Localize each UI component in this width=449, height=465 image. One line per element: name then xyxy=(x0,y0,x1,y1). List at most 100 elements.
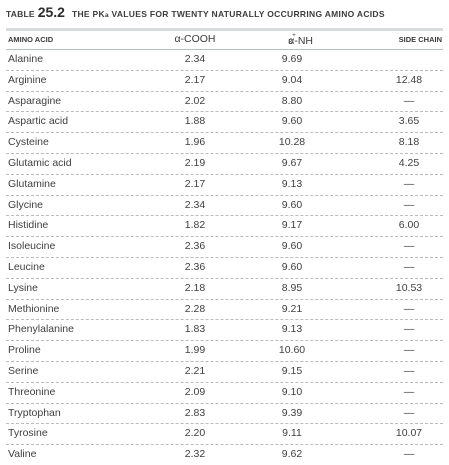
header-nh3-sub: 3 xyxy=(288,39,293,46)
table-row: Arginine 2.17 9.04 12.48 xyxy=(6,71,443,92)
table-row: Threonine 2.09 9.10 — xyxy=(6,383,443,404)
alpha-cooh-value: 2.32 xyxy=(184,448,206,461)
table-row: Asparagine 2.02 8.80 — xyxy=(6,92,443,113)
alpha-cooh-value: 2.28 xyxy=(184,302,206,315)
side-chain-value: 4.25 xyxy=(398,156,420,169)
table-row: Histidine 1.82 9.17 6.00 xyxy=(6,216,443,238)
table-row: Tryptophan 2.83 9.39 — xyxy=(6,404,443,425)
amino-acid-name: Aspartic acid xyxy=(8,115,69,128)
alpha-cooh-value: 2.20 xyxy=(184,427,206,440)
alpha-nh3-value: 9.10 xyxy=(281,385,303,398)
alpha-nh3-value: 9.62 xyxy=(281,448,303,461)
alpha-nh3-value: 9.13 xyxy=(281,323,303,336)
side-chain-value: 8.18 xyxy=(398,136,420,149)
amino-acid-name: Tryptophan xyxy=(8,406,61,419)
table-row: Glycine 2.34 9.60 — xyxy=(6,196,443,217)
alpha-nh3-value: 8.95 xyxy=(281,281,303,294)
side-chain-value: — xyxy=(403,177,415,190)
side-chain-value: — xyxy=(403,385,415,398)
header-alpha-nh3: α-NH 3+ xyxy=(262,33,322,47)
table-row: Cysteine 1.96 10.28 8.18 xyxy=(6,133,443,154)
alpha-cooh-value: 1.99 xyxy=(184,344,206,357)
side-chain-value: 10.53 xyxy=(395,281,423,294)
alpha-cooh-value: 2.17 xyxy=(184,177,206,190)
caption-title: THE PKa VALUES FOR TWENTY NATURALLY OCCU… xyxy=(72,9,385,19)
table-row: Glutamine 2.17 9.13 — xyxy=(6,175,443,196)
alpha-nh3-value: 9.60 xyxy=(281,198,303,211)
header-nh3-sup: + xyxy=(292,33,296,39)
amino-acid-name: Leucine xyxy=(8,260,45,273)
amino-acid-name: Arginine xyxy=(8,73,47,86)
table-row: Glutamic acid 2.19 9.67 4.25 xyxy=(6,154,443,175)
alpha-cooh-value: 2.83 xyxy=(184,406,206,419)
header-alpha-cooh: α-COOH xyxy=(174,33,216,45)
caption-title-prefix: THE P xyxy=(71,9,99,19)
amino-acid-name: Isoleucine xyxy=(8,240,56,253)
table-row: Phenylalanine 1.83 9.13 — xyxy=(6,320,443,342)
alpha-nh3-value: 10.28 xyxy=(278,136,306,149)
amino-acid-name: Methionine xyxy=(8,302,60,315)
amino-acid-name: Threonine xyxy=(8,385,56,398)
alpha-nh3-value: 9.60 xyxy=(281,240,303,253)
side-chain-value: — xyxy=(403,406,415,419)
amino-acid-name: Serine xyxy=(8,364,39,377)
side-chain-value: 10.07 xyxy=(395,427,423,440)
header-side-chain: SIDE CHAIN xyxy=(398,35,442,44)
table-row: Leucine 2.36 9.60 — xyxy=(6,258,443,279)
alpha-cooh-value: 2.21 xyxy=(184,364,206,377)
alpha-cooh-value: 2.09 xyxy=(184,385,206,398)
alpha-nh3-value: 9.60 xyxy=(281,115,303,128)
side-chain-value: 12.48 xyxy=(395,73,423,86)
alpha-nh3-value: 9.60 xyxy=(281,260,303,273)
amino-acid-name: Tyrosine xyxy=(8,427,48,440)
caption-label: TABLE xyxy=(6,9,35,19)
alpha-cooh-value: 1.96 xyxy=(184,136,206,149)
side-chain-value: — xyxy=(403,260,415,273)
alpha-nh3-value: 9.67 xyxy=(281,156,303,169)
side-chain-value: 6.00 xyxy=(398,219,420,232)
alpha-nh3-value: 9.04 xyxy=(281,73,303,86)
alpha-cooh-value: 2.36 xyxy=(184,260,206,273)
alpha-nh3-value: 9.17 xyxy=(281,219,303,232)
amino-acid-name: Glutamic acid xyxy=(8,156,72,169)
side-chain-value: — xyxy=(403,364,415,377)
table-row: Tyrosine 2.20 9.11 10.07 xyxy=(6,424,443,446)
amino-acid-name: Cysteine xyxy=(8,136,49,149)
alpha-nh3-value: 9.13 xyxy=(281,177,303,190)
alpha-cooh-value: 2.34 xyxy=(184,198,206,211)
pka-table: AMINO ACID α-COOH α-NH 3+ SIDE CHAIN Alan… xyxy=(6,28,443,465)
side-chain-value: — xyxy=(403,240,415,253)
side-chain-value: — xyxy=(403,198,415,211)
header-amino-acid: AMINO ACID xyxy=(8,35,54,44)
amino-acid-name: Phenylalanine xyxy=(8,323,74,336)
table-row: Aspartic acid 1.88 9.60 3.65 xyxy=(6,112,443,134)
alpha-cooh-value: 2.34 xyxy=(184,53,206,65)
amino-acid-name: Histidine xyxy=(8,219,49,232)
alpha-nh3-value: 9.15 xyxy=(281,364,303,377)
caption-title-sub: a xyxy=(104,12,109,19)
alpha-cooh-value: 2.36 xyxy=(184,240,206,253)
side-chain-value: — xyxy=(403,94,415,107)
amino-acid-name: Glycine xyxy=(8,198,44,211)
alpha-nh3-value: 9.11 xyxy=(282,427,302,440)
amino-acid-name: Glutamine xyxy=(8,177,56,190)
caption-title-suffix: VALUES FOR TWENTY NATURALLY OCCURRING AM… xyxy=(108,9,385,19)
side-chain-value: — xyxy=(403,344,415,357)
caption-number: 25.2 xyxy=(37,4,65,20)
table-row: Lysine 2.18 8.95 10.53 xyxy=(6,279,443,300)
header-nh3-prefix: α-NH xyxy=(288,35,314,47)
alpha-nh3-value: 8.80 xyxy=(281,94,303,107)
table-caption: TABLE 25.2 THE PKa VALUES FOR TWENTY NATUR… xyxy=(6,3,385,21)
amino-acid-name: Alanine xyxy=(8,53,44,65)
alpha-cooh-value: 2.02 xyxy=(184,94,206,107)
side-chain-value: 3.65 xyxy=(398,115,420,128)
alpha-nh3-value: 9.39 xyxy=(281,406,303,419)
alpha-cooh-value: 1.83 xyxy=(184,323,206,336)
amino-acid-name: Valine xyxy=(8,448,37,461)
table-body: Alanine 2.34 9.69 Arginine 2.17 9.04 12.48 Aspa… xyxy=(6,50,443,465)
alpha-nh3-value: 9.21 xyxy=(281,302,303,315)
side-chain-value: — xyxy=(403,448,415,461)
alpha-cooh-value: 2.19 xyxy=(184,156,206,169)
alpha-nh3-value: 9.69 xyxy=(281,53,303,65)
